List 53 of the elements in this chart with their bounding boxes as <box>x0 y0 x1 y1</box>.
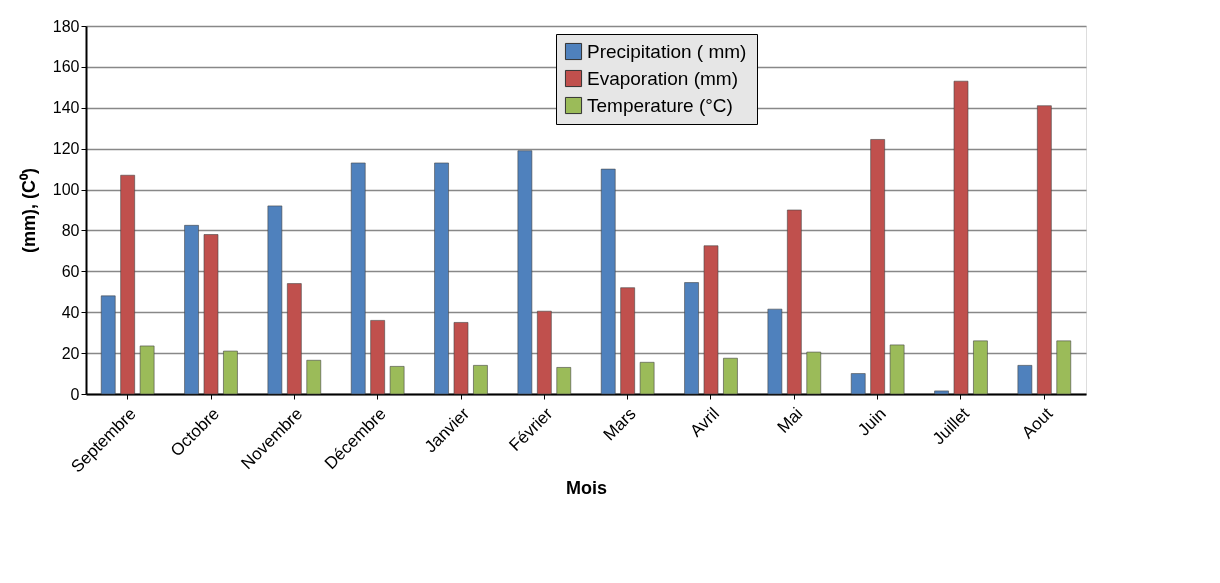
bar <box>973 340 988 395</box>
bar <box>787 209 802 395</box>
bar <box>723 357 738 395</box>
y-tick-label: 20 <box>61 344 80 362</box>
bar <box>684 282 699 395</box>
bar <box>889 344 905 395</box>
bar <box>267 205 283 395</box>
bar <box>287 283 302 395</box>
bar <box>953 80 969 395</box>
bar <box>600 168 616 395</box>
bar <box>453 322 469 395</box>
y-tick-label: 160 <box>52 58 80 76</box>
bar <box>184 225 199 395</box>
bar <box>203 234 219 395</box>
bar <box>703 245 719 395</box>
y-tick-label: 80 <box>61 221 80 239</box>
y-tick-label: 40 <box>61 303 80 321</box>
bar <box>1037 105 1052 395</box>
bar <box>350 162 366 395</box>
bar <box>556 367 572 395</box>
bar <box>1017 365 1033 395</box>
y-tick-label: 140 <box>52 99 80 117</box>
bar <box>370 320 385 395</box>
y-tick-label: 120 <box>52 140 80 158</box>
bar <box>306 359 322 395</box>
bar <box>434 162 449 395</box>
bar <box>870 139 885 395</box>
bar <box>223 350 238 395</box>
bar <box>120 174 135 395</box>
bar <box>389 366 405 395</box>
bar <box>537 310 552 395</box>
x-axis-title: Mois <box>565 477 608 498</box>
bar <box>100 295 116 395</box>
bar <box>806 351 822 395</box>
y-tick-label: 0 <box>70 385 80 403</box>
legend-label: Temperature (°C) <box>587 94 733 116</box>
bar <box>850 373 866 395</box>
y-tick-label: 100 <box>52 181 80 199</box>
bar <box>1056 340 1072 395</box>
y-axis-title: (mm), (C⁰) <box>18 168 39 253</box>
bar <box>139 345 155 395</box>
y-tick-label: 180 <box>52 17 80 35</box>
x-tick-label: Juin <box>854 404 890 440</box>
bar <box>639 362 655 395</box>
x-tick-label: Mai <box>773 404 807 437</box>
bar <box>620 287 635 395</box>
bar <box>767 308 783 395</box>
legend-label: Precipitation ( mm) <box>587 40 747 62</box>
bar <box>934 390 949 395</box>
legend-label: Evaporation (mm) <box>587 67 738 89</box>
y-tick-label: 60 <box>61 262 80 280</box>
bar <box>517 150 533 395</box>
bar <box>473 365 488 395</box>
